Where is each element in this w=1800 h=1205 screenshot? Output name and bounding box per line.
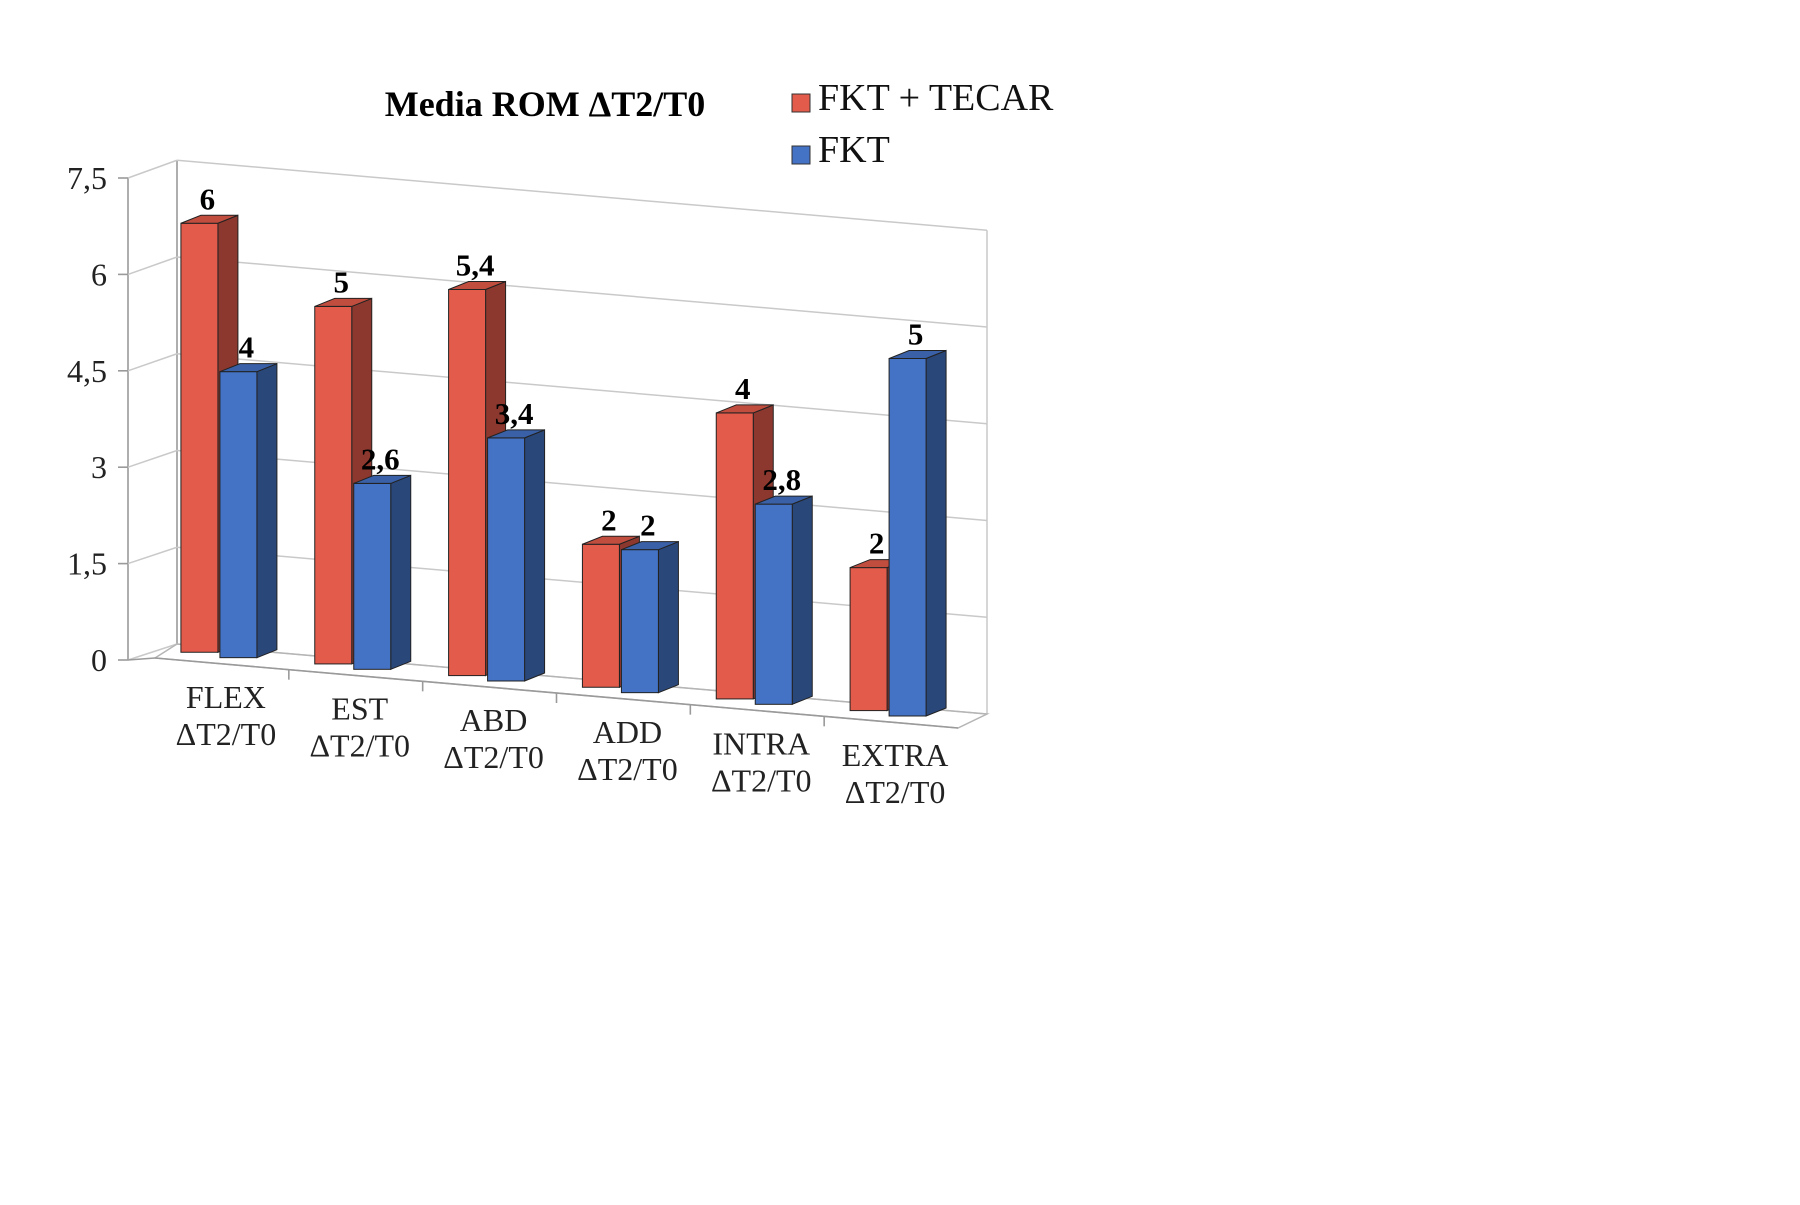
- bar-top: [180, 214, 239, 224]
- data-label: 2,6: [361, 441, 400, 476]
- x-tick-label: ΔT2/T0: [711, 763, 812, 799]
- label-layer: 01,534,567,564FLEXΔT2/T052,6ESTΔT2/T05,4…: [67, 160, 948, 810]
- bar-top: [219, 363, 278, 373]
- bar: [314, 305, 353, 665]
- gridline-side: [127, 256, 178, 276]
- bar: [620, 549, 659, 694]
- legend-swatch: [791, 145, 811, 165]
- bar: [888, 357, 927, 717]
- bar: [715, 412, 754, 700]
- y-tick-label: 1,5: [67, 546, 107, 582]
- bar-side: [925, 349, 947, 717]
- x-tick-label: EXTRA: [842, 737, 949, 773]
- gridline-side: [127, 353, 178, 372]
- gridline: [176, 256, 988, 328]
- grid-layer: [118, 159, 990, 729]
- bar: [353, 482, 392, 670]
- bar-side: [256, 362, 278, 659]
- bar-top: [621, 541, 679, 551]
- y-tick-label: 4,5: [67, 353, 107, 389]
- bar-side: [390, 474, 412, 671]
- x-tick-label: ADD: [593, 714, 662, 750]
- x-tick-label: ΔT2/T0: [309, 728, 410, 764]
- bar-side: [524, 429, 546, 682]
- bar-top: [487, 429, 545, 439]
- bar: [581, 543, 620, 688]
- bar-layer: [180, 214, 947, 717]
- bar-top: [582, 535, 640, 545]
- x-tick-label: ΔT2/T0: [577, 751, 678, 787]
- gridline: [176, 159, 988, 231]
- y-tick-label: 0: [91, 642, 107, 678]
- data-label: 3,4: [495, 396, 534, 431]
- data-label: 4: [239, 330, 255, 365]
- y-tick-label: 3: [91, 449, 107, 485]
- data-label: 2: [640, 508, 656, 543]
- data-label: 2,8: [762, 462, 801, 497]
- x-tick-label: ABD: [460, 702, 528, 738]
- legend-swatch: [791, 93, 811, 113]
- legend: FKT + TECAR FKT: [791, 77, 1054, 171]
- gridline-side: [127, 449, 178, 468]
- x-tick-label: ΔT2/T0: [443, 739, 544, 775]
- data-label: 4: [735, 371, 751, 406]
- bar-top: [888, 349, 947, 359]
- data-label: 2: [601, 502, 617, 537]
- x-tick-label: EST: [331, 691, 388, 727]
- legend-label: FKT + TECAR: [818, 77, 1054, 119]
- x-tick-label: INTRA: [712, 726, 810, 762]
- gridline-side: [127, 159, 178, 179]
- gridline-side: [127, 643, 178, 661]
- bar-top: [353, 474, 411, 484]
- data-label: 2: [869, 526, 885, 561]
- gridline: [176, 353, 988, 425]
- y-tick-label: 6: [91, 256, 107, 292]
- bar-top: [448, 280, 506, 290]
- x-tick-label: ΔT2/T0: [176, 716, 277, 752]
- bar: [219, 371, 258, 659]
- bar-top: [716, 404, 774, 414]
- bar: [448, 288, 487, 677]
- x-tick-label: ΔT2/T0: [845, 774, 946, 810]
- bar: [849, 567, 888, 712]
- bar-side: [791, 495, 813, 706]
- bar-top: [314, 297, 372, 307]
- gridline: [176, 449, 988, 522]
- data-label: 5: [908, 316, 924, 351]
- legend-label: FKT: [818, 129, 890, 171]
- data-label: 5,4: [456, 247, 495, 282]
- floor-left-edge: [127, 657, 156, 661]
- gridline-side: [127, 546, 178, 565]
- y-tick-label: 7,5: [67, 160, 107, 196]
- x-tick-label: FLEX: [186, 679, 266, 715]
- bar: [487, 437, 526, 682]
- bar: [754, 503, 793, 705]
- bar-side: [657, 540, 679, 694]
- bar-top: [755, 495, 813, 505]
- data-label: 5: [334, 264, 350, 299]
- chart-title: Media ROM ΔT2/T0: [385, 84, 706, 124]
- bar: [180, 222, 219, 653]
- data-label: 6: [200, 181, 216, 216]
